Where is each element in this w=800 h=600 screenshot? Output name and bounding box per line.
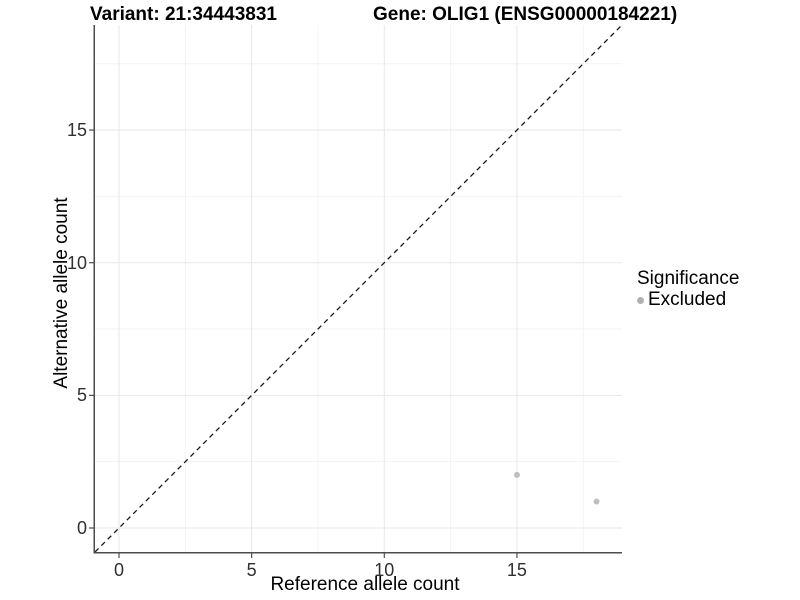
x-axis-title: Reference allele count <box>270 574 460 595</box>
y-axis-title: Alternative allele count <box>51 197 72 389</box>
y-tick-label: 0 <box>76 517 87 538</box>
legend-title: Significance <box>637 268 740 289</box>
gene-title: Gene: OLIG1 (ENSG00000184221) <box>373 4 678 25</box>
legend-entry-label: Excluded <box>648 289 727 310</box>
identity-line <box>94 24 623 553</box>
variant-title: Variant: 21:34443831 <box>90 4 277 25</box>
legend-entry-excluded: Excluded <box>637 290 739 310</box>
data-point <box>593 498 600 505</box>
legend-point-marker-icon <box>637 296 644 304</box>
data-point <box>513 471 520 478</box>
x-tick-label: 5 <box>246 560 257 580</box>
x-tick-label: 15 <box>506 560 527 580</box>
legend: Significance Excluded <box>637 268 739 310</box>
y-tick-label: 15 <box>66 120 87 141</box>
x-tick-label: 0 <box>113 560 124 580</box>
y-tick-label: 5 <box>76 385 87 406</box>
y-tick-label: 10 <box>66 252 87 273</box>
x-tick-label: 10 <box>374 560 395 580</box>
